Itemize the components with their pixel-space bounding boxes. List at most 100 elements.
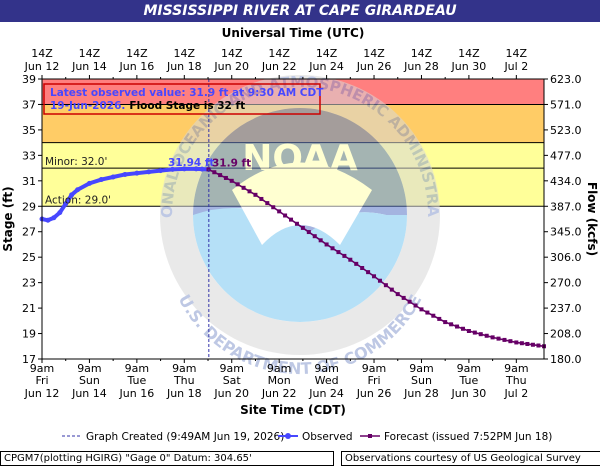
y2-tick-label: 523.0 xyxy=(550,124,582,137)
legend-observed-label: Observed xyxy=(302,431,353,443)
x-tick-time: 9am xyxy=(125,362,149,375)
chart-title: MISSISSIPPI RIVER AT CAPE GIRARDEAU xyxy=(0,0,600,22)
forecast-point xyxy=(536,343,541,348)
observed-point xyxy=(75,187,81,193)
observed-point xyxy=(69,192,75,198)
forecast-point xyxy=(330,246,335,251)
top-tick-date: Jun 26 xyxy=(356,60,392,73)
x-tick-time: 9am xyxy=(30,362,54,375)
y-tick-label: 27 xyxy=(22,226,36,239)
forecast-point xyxy=(300,225,305,230)
y2-tick-label: 180.0 xyxy=(550,353,582,366)
forecast-point xyxy=(366,270,371,275)
top-tick-hour: 14Z xyxy=(79,47,101,60)
x-tick-time: 9am xyxy=(172,362,196,375)
y2-tick-label: 477.0 xyxy=(550,149,582,162)
y2-tick-label: 434.0 xyxy=(550,175,582,188)
observed-point xyxy=(134,170,140,176)
x-tick-date: Jun 18 xyxy=(166,387,202,400)
forecast-point xyxy=(348,257,353,262)
footer-datum: CPGM7(plotting HGIRG) "Gage 0" Datum: 30… xyxy=(0,451,334,466)
top-tick-date: Jun 28 xyxy=(403,60,439,73)
noaa-seal-bird xyxy=(232,162,372,245)
observed-point xyxy=(158,168,164,174)
forecast-point xyxy=(277,209,282,214)
y-tick-label: 23 xyxy=(22,277,36,290)
forecast-point xyxy=(419,307,424,312)
y2-tick-label: 345.0 xyxy=(550,226,582,239)
forecast-point xyxy=(466,329,471,333)
x-tick-date: Jun 16 xyxy=(119,387,155,400)
observed-point xyxy=(98,177,104,183)
forecast-start-label: 31.9 ft xyxy=(212,157,251,169)
forecast-point xyxy=(223,175,228,180)
forecast-point xyxy=(519,341,524,346)
forecast-point xyxy=(318,238,323,243)
forecast-point xyxy=(377,278,382,283)
x-tick-date: Jun 26 xyxy=(356,387,392,400)
forecast-point xyxy=(271,205,276,210)
forecast-point xyxy=(437,316,442,321)
forecast-point xyxy=(354,261,359,266)
x-tick-time: 9am xyxy=(362,362,386,375)
forecast-point xyxy=(289,217,294,222)
forecast-point xyxy=(431,313,436,318)
forecast-point xyxy=(265,201,270,206)
latest-value-box xyxy=(43,83,321,115)
x-tick-date: Jul 2 xyxy=(503,387,528,400)
observed-point xyxy=(169,166,175,172)
forecast-point xyxy=(443,320,448,325)
forecast-point xyxy=(294,221,299,226)
forecast-point xyxy=(496,336,501,341)
forecast-point xyxy=(514,340,519,345)
x-tick-day: Mon xyxy=(268,374,291,387)
top-tick-hour: 14Z xyxy=(126,47,148,60)
forecast-point xyxy=(253,192,258,197)
forecast-point xyxy=(395,292,400,297)
forecast-point xyxy=(336,250,341,255)
y-tick-label: 35 xyxy=(22,124,36,137)
forecast-point xyxy=(530,342,535,347)
top-tick-date: Jun 20 xyxy=(213,60,249,73)
y-axis-title: Stage (ft) xyxy=(1,186,15,251)
top-tick-hour: 14Z xyxy=(174,47,196,60)
forecast-point xyxy=(401,295,406,300)
noaa-seal-letters: NOAA xyxy=(242,138,358,179)
forecast-point xyxy=(372,274,377,279)
minor-stage-label: Minor: 32.0' xyxy=(45,156,107,168)
forecast-point xyxy=(383,283,388,288)
observed-point xyxy=(199,166,205,172)
y2-tick-label: 623.0 xyxy=(550,73,582,86)
legend-forecast-swatch xyxy=(368,434,372,438)
top-tick-date: Jul 2 xyxy=(503,60,528,73)
forecast-point xyxy=(360,266,365,270)
forecast-point xyxy=(508,339,513,344)
x-tick-time: 9am xyxy=(457,362,481,375)
x-tick-day: Sun xyxy=(411,374,432,387)
x-tick-day: Tue xyxy=(458,374,478,387)
x-tick-day: Thu xyxy=(173,374,195,387)
top-tick-hour: 14Z xyxy=(363,47,385,60)
forecast-point xyxy=(472,330,477,335)
x-tick-date: Jun 24 xyxy=(308,387,344,400)
y-tick-label: 29 xyxy=(22,200,36,213)
y2-tick-label: 387.0 xyxy=(550,200,582,213)
x-tick-date: Jun 14 xyxy=(71,387,107,400)
x-tick-day: Sat xyxy=(223,374,242,387)
plot-frame xyxy=(41,78,545,360)
x-tick-day: Fri xyxy=(35,374,48,387)
top-tick-hour: 14Z xyxy=(221,47,243,60)
observed-point xyxy=(181,166,187,172)
x-tick-day: Tue xyxy=(126,374,146,387)
noaa-seal-sea xyxy=(193,207,407,322)
forecast-point xyxy=(306,230,311,235)
x-tick-day: Thu xyxy=(505,374,527,387)
y2-tick-label: 270.0 xyxy=(550,277,582,290)
forecast-point xyxy=(502,337,507,342)
flood-stage-text: Flood Stage is 32 ft xyxy=(129,100,245,112)
forecast-point xyxy=(460,326,465,331)
x-tick-date: Jun 30 xyxy=(451,387,487,400)
y-tick-label: 33 xyxy=(22,149,36,162)
observed-point xyxy=(110,174,116,180)
